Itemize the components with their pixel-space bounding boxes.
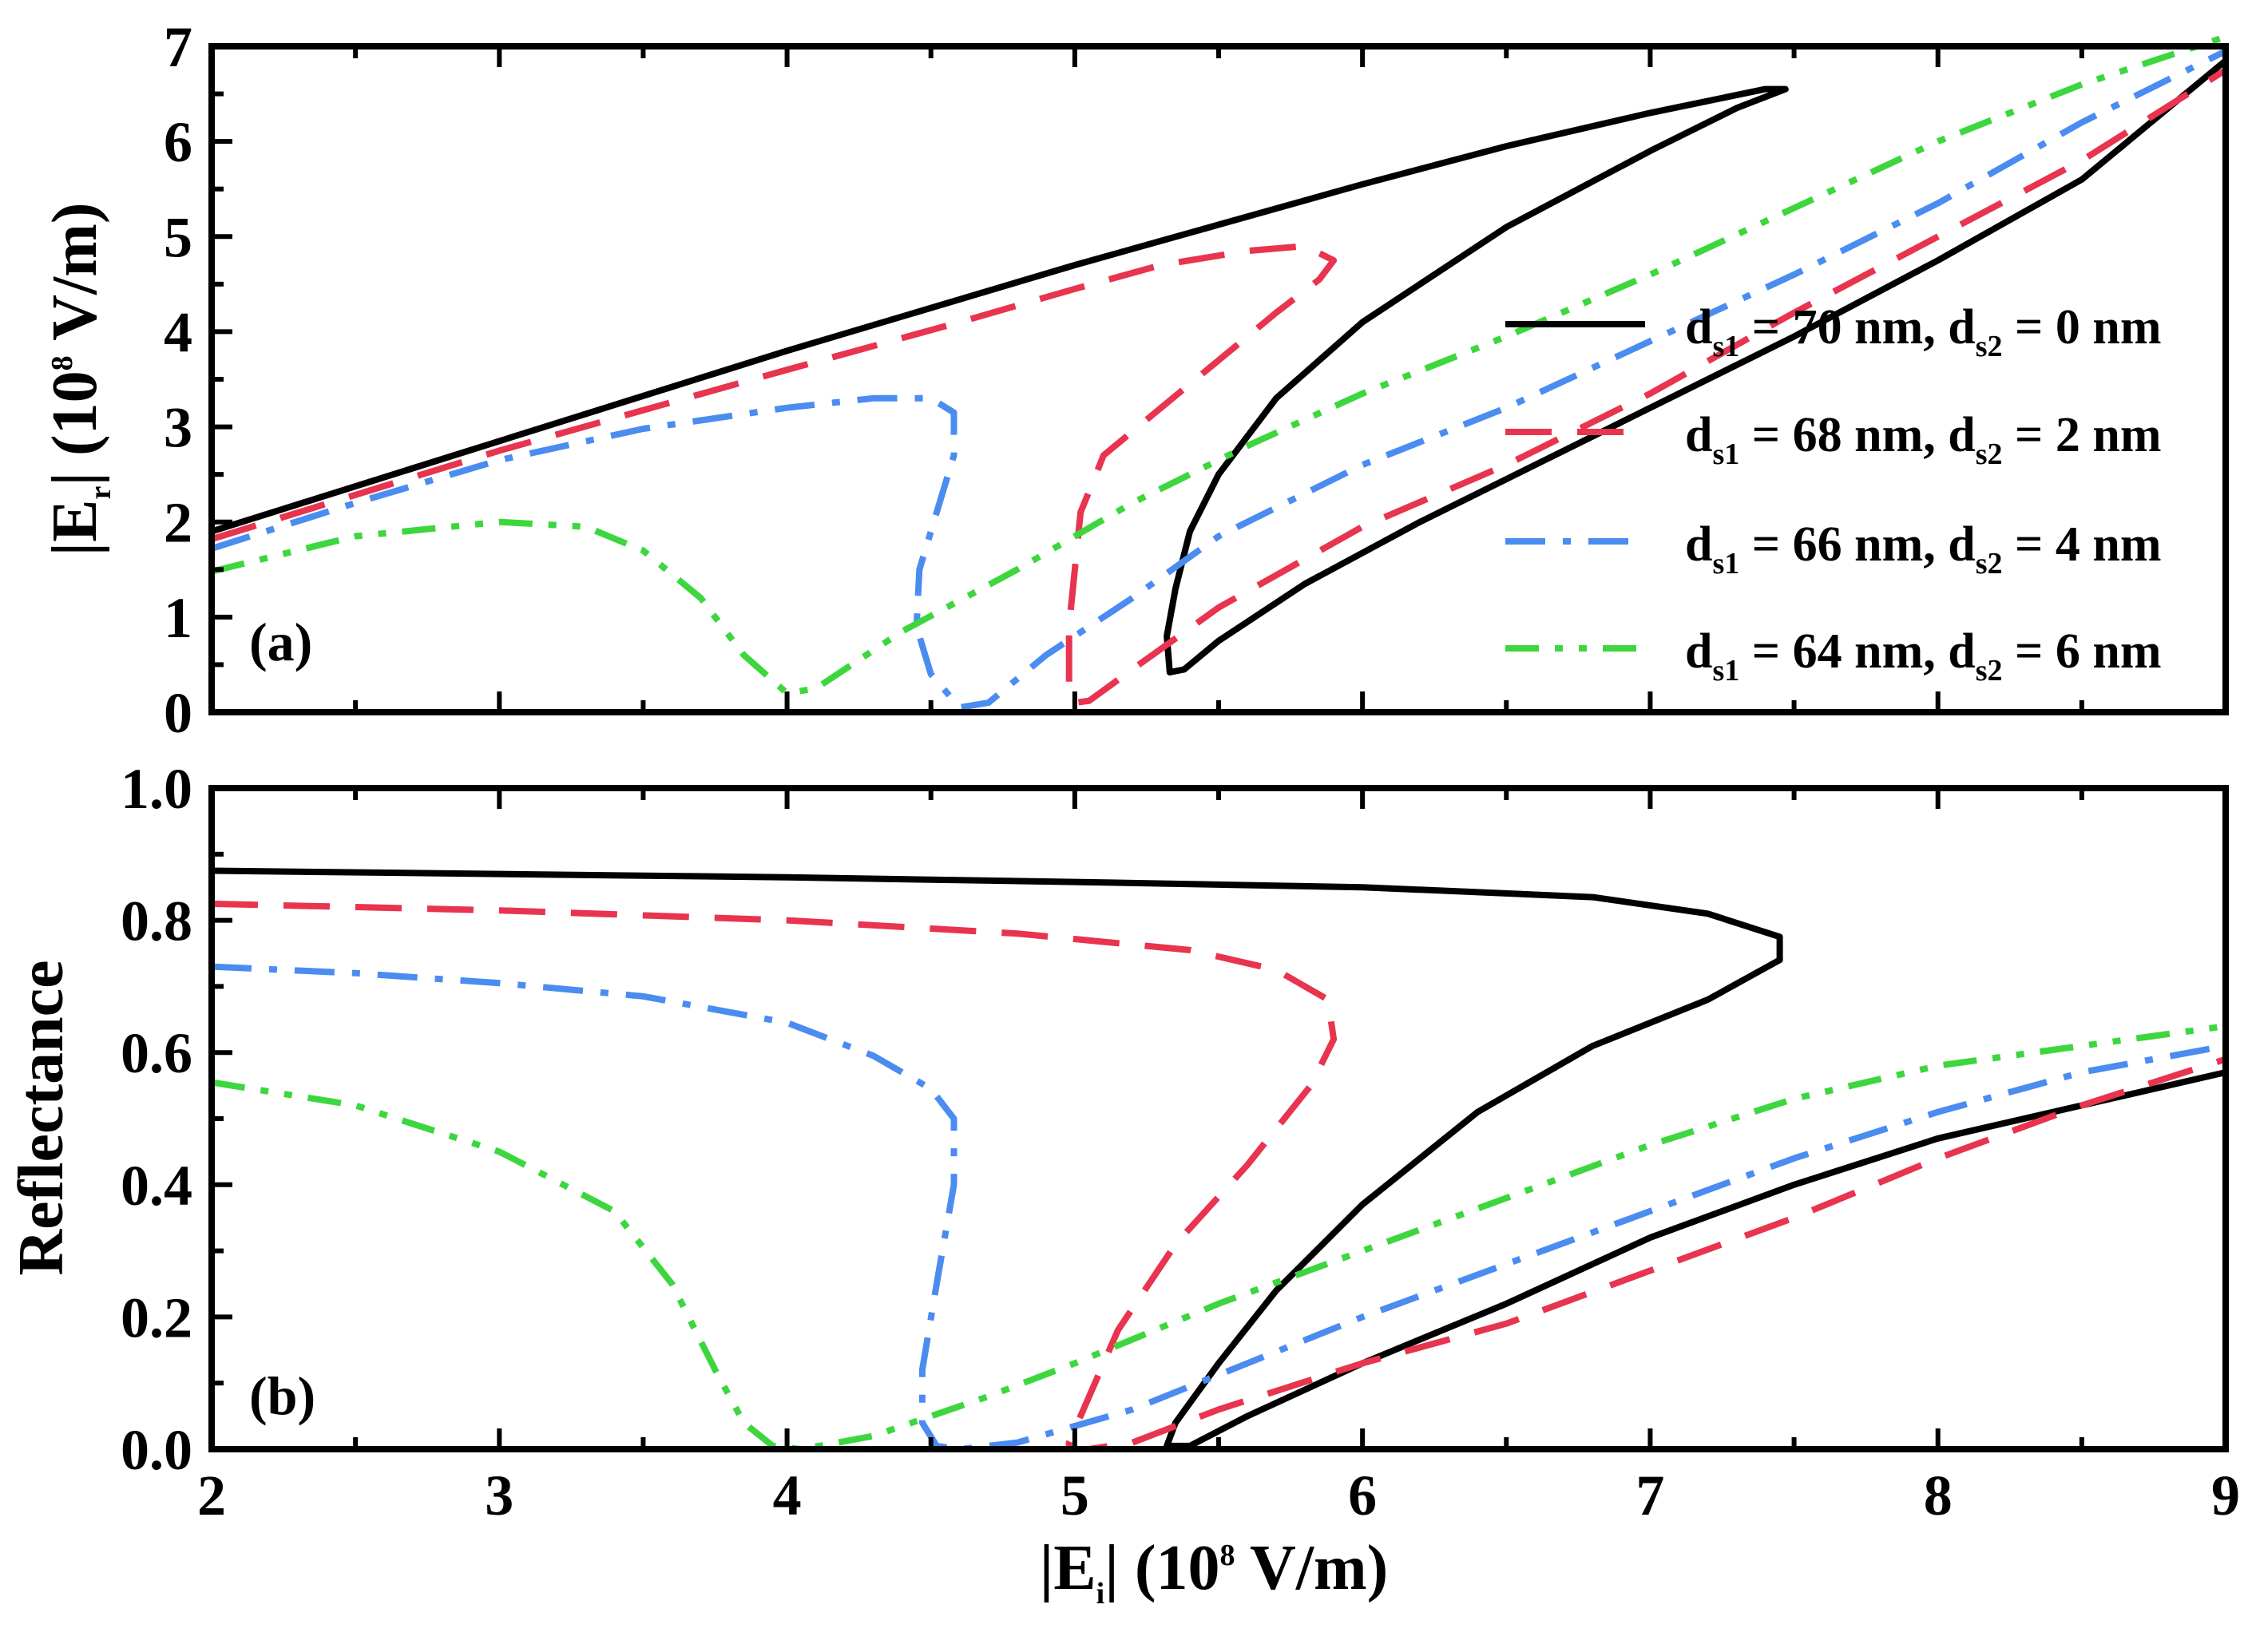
y-tick-label-a: 3 xyxy=(164,396,192,460)
panel-a-series xyxy=(210,34,2228,711)
series-line-a-0 xyxy=(210,57,2228,675)
y-tick-label-b: 0.8 xyxy=(121,889,192,953)
y-tick-label-a: 6 xyxy=(164,110,192,174)
x-tick-label-b: 3 xyxy=(485,1464,513,1527)
y-tick-label-a: 5 xyxy=(164,205,192,269)
x-tick-label-b: 6 xyxy=(1348,1464,1377,1527)
series-line-b-2 xyxy=(211,963,2226,1452)
x-tick-label-b: 7 xyxy=(1635,1464,1664,1527)
series-line-a-2 xyxy=(210,48,2227,711)
y-tick-label-b: 0.4 xyxy=(121,1154,192,1218)
panel-b-xlabel: |Ei| (108 V/m) xyxy=(1040,1533,1389,1610)
y-tick-label-b: 0.2 xyxy=(121,1286,192,1349)
x-tick-label-b: 8 xyxy=(1924,1464,1953,1527)
panel-b-label: (b) xyxy=(249,1365,315,1426)
panel-b-ticks: 0.0 0.2 0.4 0.6 0.8 1.0 2 3 4 5 6 7 8 9 xyxy=(121,757,2240,1527)
y-tick-label-a: 0 xyxy=(164,681,192,745)
y-tick-label-b: 0.6 xyxy=(121,1021,192,1085)
x-tick-label-b: 9 xyxy=(2211,1464,2240,1527)
panel-a-ticks: 0 1 2 3 4 5 6 7 xyxy=(164,15,2228,745)
y-tick-label-a: 1 xyxy=(164,586,192,650)
legend-label: ds1 = 66 nm, ds2 = 4 nm xyxy=(1685,517,2162,580)
panel-b-ylabel: Reflectance xyxy=(6,960,77,1275)
series-line-a-1 xyxy=(210,67,2228,707)
panel-a: 0 1 2 3 4 5 6 7 (a) |Er| (108 V/m) ds1 = 70 nm,… xyxy=(40,15,2229,745)
legend-label: ds1 = 70 nm, ds2 = 0 nm xyxy=(1685,300,2162,363)
panel-a-frame xyxy=(208,43,2229,715)
x-tick-label-b: 2 xyxy=(197,1464,226,1527)
series-line-b-0 xyxy=(211,867,2226,1449)
x-tick-label-b: 5 xyxy=(1061,1464,1089,1527)
panel-a-label: (a) xyxy=(249,612,312,672)
legend: ds1 = 70 nm, ds2 = 0 nm ds1 = 68 nm, ds2 … xyxy=(1505,300,2162,687)
x-tick-label-b: 4 xyxy=(773,1464,802,1527)
panel-a-ylabel: |Er| (108 V/m) xyxy=(40,203,117,557)
y-tick-label-a: 2 xyxy=(164,491,192,555)
series-line-b-1 xyxy=(211,900,2227,1452)
y-tick-label-b: 0.0 xyxy=(121,1418,192,1482)
series-line-a-3 xyxy=(211,34,2227,697)
y-tick-label-a: 4 xyxy=(164,300,192,364)
y-tick-label-a: 7 xyxy=(164,15,192,79)
y-tick-label-b: 1.0 xyxy=(121,757,192,821)
series-line-b-3 xyxy=(211,1023,2226,1452)
legend-label: ds1 = 68 nm, ds2 = 2 nm xyxy=(1685,408,2162,471)
panel-b-series xyxy=(211,867,2227,1452)
legend-label: ds1 = 64 nm, ds2 = 6 nm xyxy=(1685,624,2162,687)
panel-b: 0.0 0.2 0.4 0.6 0.8 1.0 2 3 4 5 6 7 8 9 (b) Reflectan… xyxy=(6,757,2240,1610)
